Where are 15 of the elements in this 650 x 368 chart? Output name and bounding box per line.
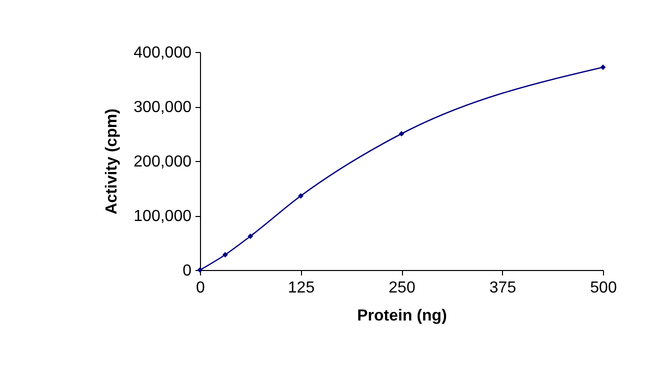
- x-tick-label: 125: [288, 280, 315, 296]
- x-tick-label: 375: [489, 280, 516, 296]
- y-tick-label: 100,000: [134, 208, 192, 225]
- y-axis-title: Activity (cpm): [104, 108, 121, 214]
- y-tick-label: 300,000: [134, 99, 192, 116]
- y-tick-label: 400,000: [134, 44, 192, 62]
- point: [248, 233, 254, 239]
- x-tick-label: 250: [388, 280, 416, 296]
- point: [222, 252, 228, 258]
- x-axis-title: Protein (ng): [357, 308, 447, 324]
- point: [298, 193, 304, 199]
- y-tick-label: 0: [182, 262, 192, 280]
- x-tick-label: 0: [196, 280, 206, 296]
- x-tick-label: 500: [590, 280, 617, 296]
- y-tick-label: 200,000: [134, 154, 192, 170]
